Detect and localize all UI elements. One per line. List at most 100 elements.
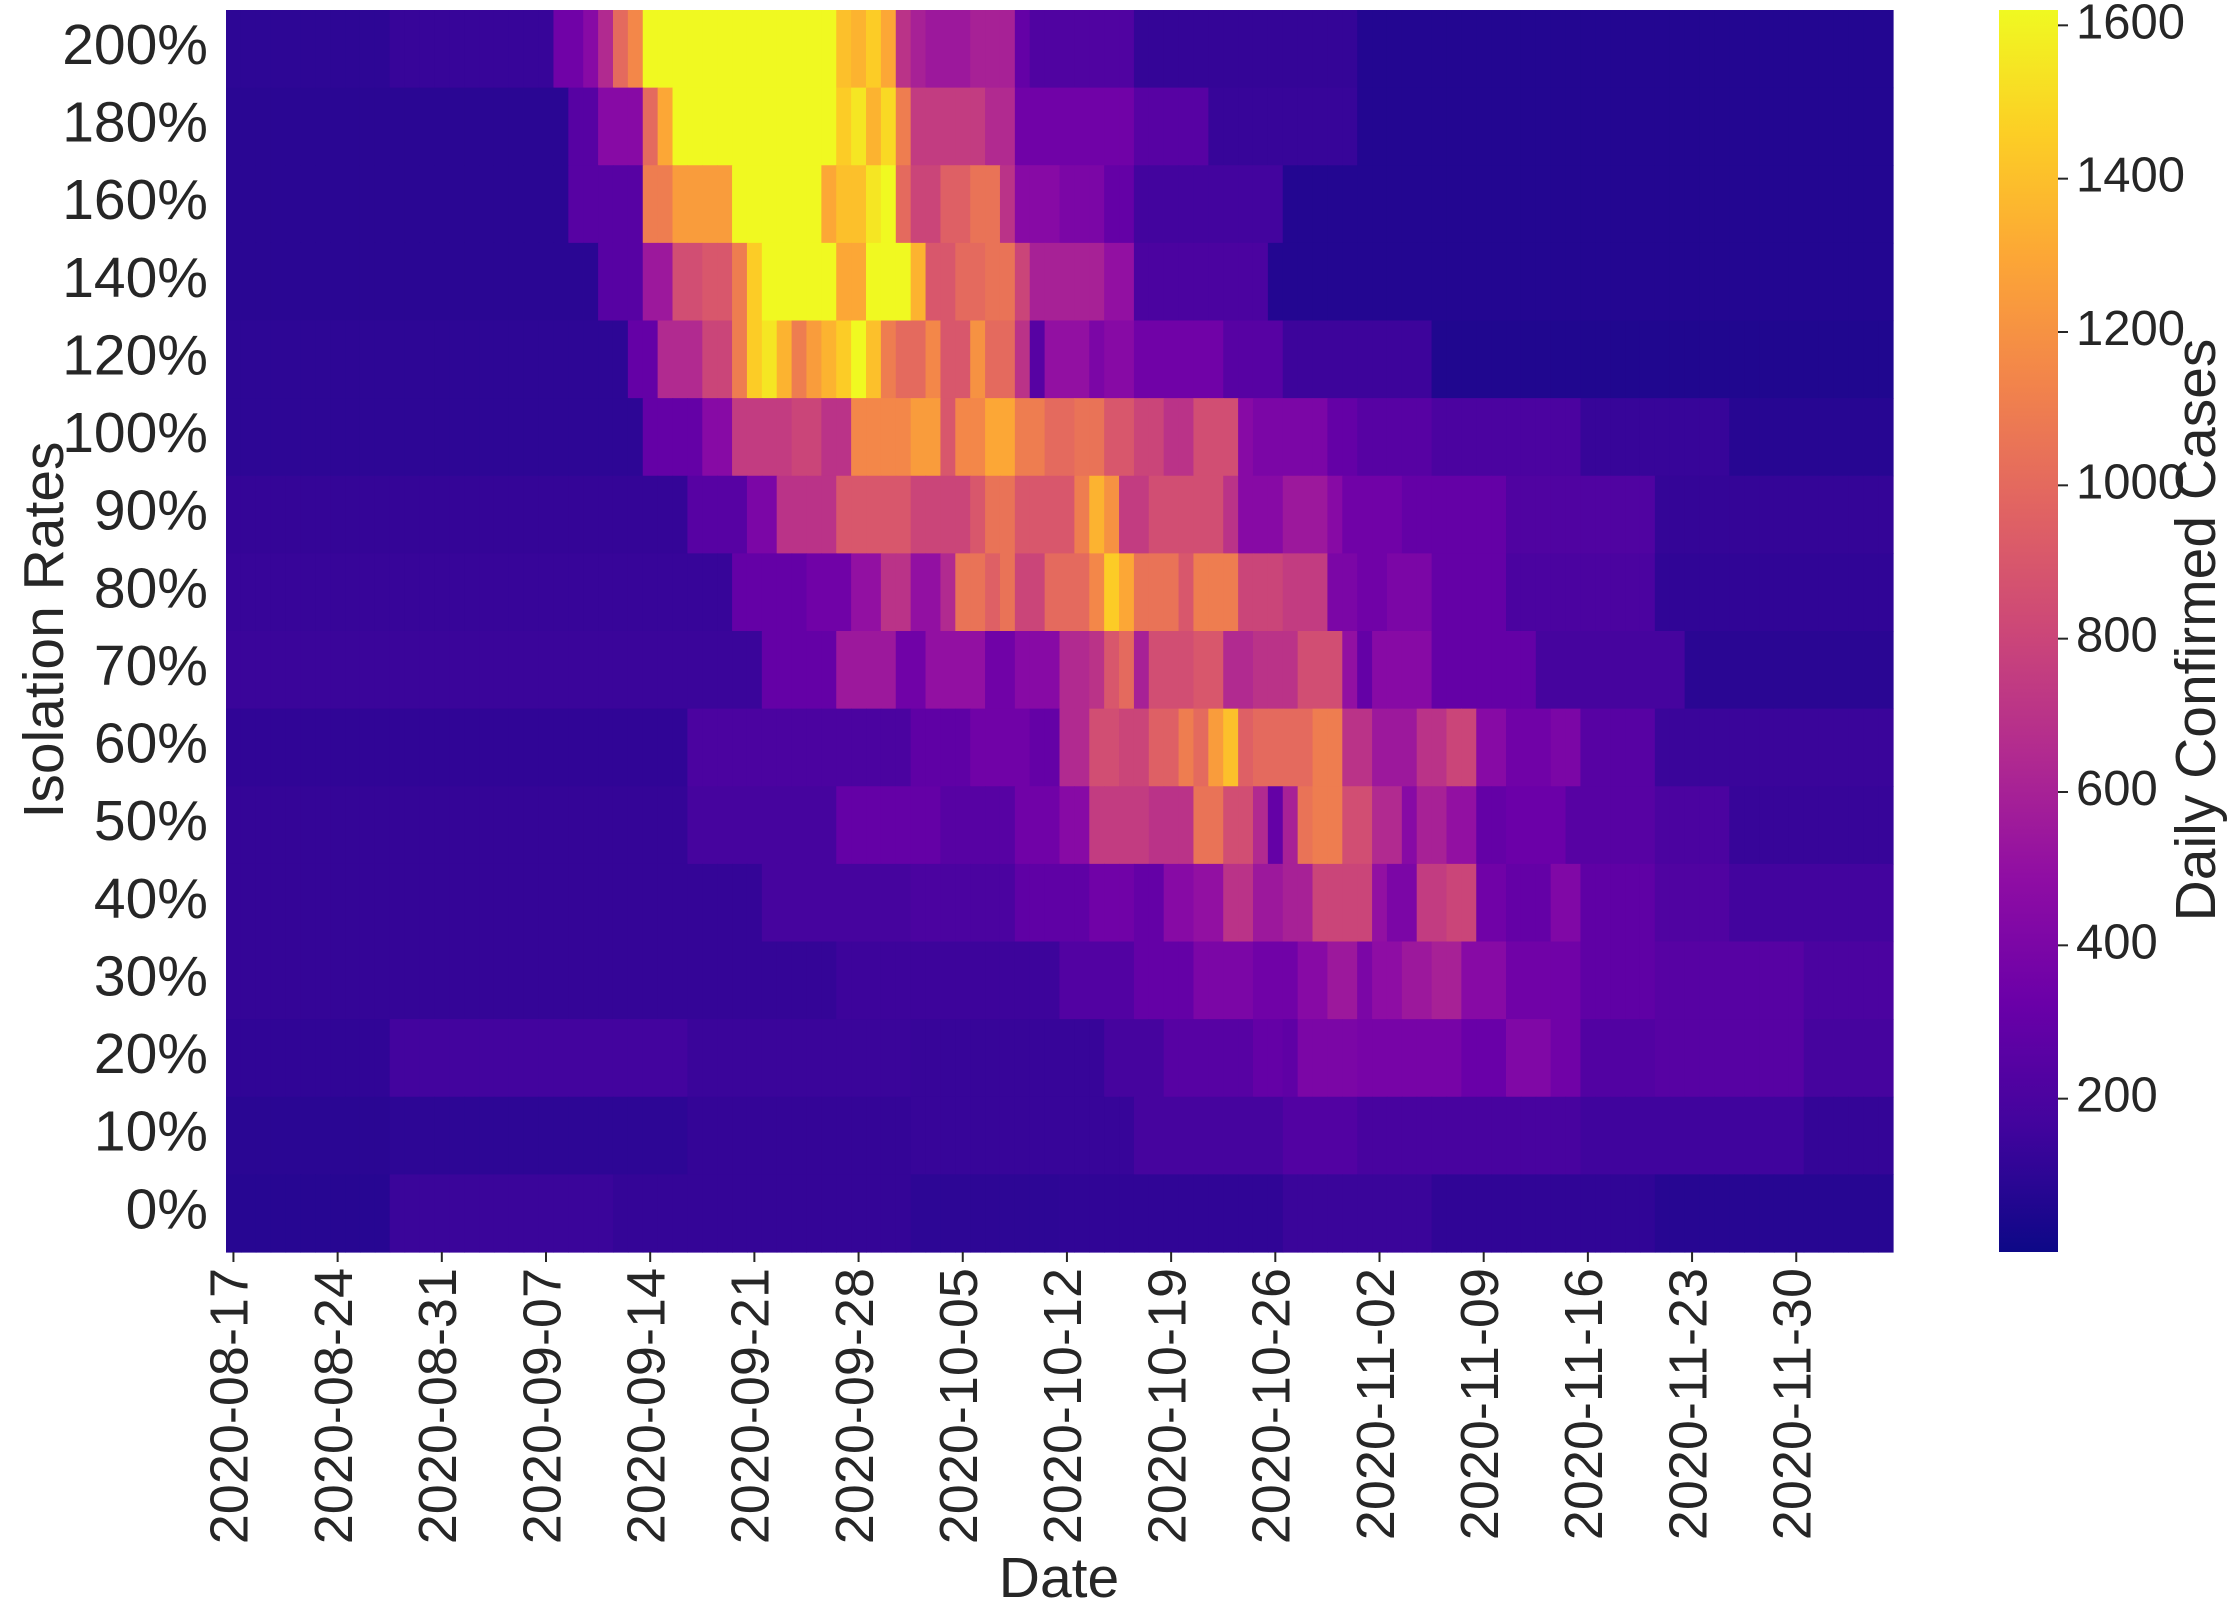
cell bbox=[508, 1019, 525, 1098]
cell bbox=[1878, 863, 1894, 943]
cell bbox=[538, 786, 555, 865]
cell bbox=[434, 87, 450, 166]
cell bbox=[598, 320, 614, 399]
cell bbox=[1252, 1019, 1269, 1098]
cell bbox=[851, 786, 867, 865]
cell bbox=[1148, 320, 1165, 399]
cell bbox=[999, 242, 1016, 322]
cell bbox=[1119, 863, 1135, 943]
cell bbox=[1610, 1174, 1626, 1253]
cell bbox=[880, 631, 897, 710]
cell bbox=[1878, 708, 1894, 787]
cell bbox=[493, 863, 510, 943]
cell bbox=[970, 165, 986, 244]
cell bbox=[1565, 631, 1582, 710]
cell bbox=[330, 1096, 346, 1175]
cell bbox=[1684, 87, 1701, 166]
cell bbox=[970, 1019, 986, 1098]
cell bbox=[1848, 10, 1864, 89]
cell bbox=[1357, 863, 1373, 943]
cell bbox=[702, 398, 718, 477]
cell bbox=[1386, 863, 1403, 943]
cell bbox=[434, 320, 450, 399]
cell bbox=[1029, 398, 1046, 477]
cell bbox=[255, 320, 272, 399]
cell bbox=[1550, 863, 1567, 943]
cell bbox=[642, 1096, 659, 1175]
cell bbox=[1119, 242, 1135, 322]
cell bbox=[1610, 863, 1626, 943]
cell bbox=[538, 631, 555, 710]
cell bbox=[389, 398, 406, 477]
cell bbox=[553, 87, 569, 166]
cell bbox=[1282, 631, 1299, 710]
cell bbox=[1148, 165, 1165, 244]
cell bbox=[1580, 475, 1596, 554]
cell bbox=[1535, 786, 1552, 865]
cell bbox=[1357, 165, 1373, 244]
cell bbox=[553, 631, 569, 710]
cell bbox=[374, 1019, 391, 1098]
cell bbox=[1267, 1174, 1284, 1253]
cell bbox=[240, 320, 257, 399]
cell bbox=[1327, 87, 1343, 166]
cell bbox=[1625, 863, 1641, 943]
cell bbox=[1446, 708, 1462, 787]
cell bbox=[895, 87, 912, 166]
cell bbox=[1699, 475, 1715, 554]
cell bbox=[374, 1174, 391, 1253]
cell bbox=[627, 165, 644, 244]
cell bbox=[1520, 475, 1537, 554]
cell bbox=[300, 1096, 316, 1175]
cell bbox=[1267, 553, 1284, 632]
cell bbox=[1059, 786, 1075, 865]
cell bbox=[359, 242, 376, 322]
cell bbox=[1119, 631, 1135, 710]
cell bbox=[1639, 320, 1656, 399]
cell bbox=[746, 631, 763, 710]
cell bbox=[821, 10, 837, 89]
cell bbox=[627, 475, 644, 554]
cell bbox=[255, 475, 272, 554]
cell bbox=[1342, 1019, 1358, 1098]
cell bbox=[1878, 87, 1894, 166]
cell bbox=[359, 1174, 376, 1253]
cell bbox=[359, 320, 376, 399]
cell bbox=[806, 475, 822, 554]
cell bbox=[1759, 786, 1775, 865]
cell bbox=[583, 475, 599, 554]
cell bbox=[1684, 475, 1701, 554]
cell bbox=[300, 475, 316, 554]
cell bbox=[642, 87, 659, 166]
cell bbox=[970, 10, 986, 89]
cell bbox=[1833, 1019, 1849, 1098]
cell bbox=[300, 631, 316, 710]
cell bbox=[226, 1096, 242, 1175]
cell bbox=[359, 553, 376, 632]
cell bbox=[1074, 320, 1090, 399]
cell bbox=[687, 87, 703, 166]
cell bbox=[1074, 631, 1090, 710]
cell bbox=[970, 708, 986, 787]
cell bbox=[1282, 553, 1299, 632]
cell bbox=[315, 1019, 331, 1098]
cell bbox=[1252, 1174, 1269, 1253]
cell bbox=[583, 10, 599, 89]
cell bbox=[598, 553, 614, 632]
cell bbox=[568, 10, 584, 89]
y-tick-label: 140% bbox=[62, 246, 208, 310]
cell bbox=[1491, 320, 1507, 399]
y-tick-label: 70% bbox=[94, 634, 208, 698]
cell bbox=[791, 475, 808, 554]
cell bbox=[1059, 1174, 1075, 1253]
cell bbox=[1104, 553, 1120, 632]
cell bbox=[1535, 708, 1552, 787]
cell bbox=[1044, 553, 1061, 632]
cell bbox=[1431, 708, 1448, 787]
cell bbox=[895, 475, 912, 554]
cell bbox=[1297, 242, 1314, 322]
cell bbox=[776, 10, 793, 89]
cell bbox=[717, 10, 733, 89]
cell bbox=[1878, 1174, 1894, 1253]
cell bbox=[1163, 320, 1180, 399]
